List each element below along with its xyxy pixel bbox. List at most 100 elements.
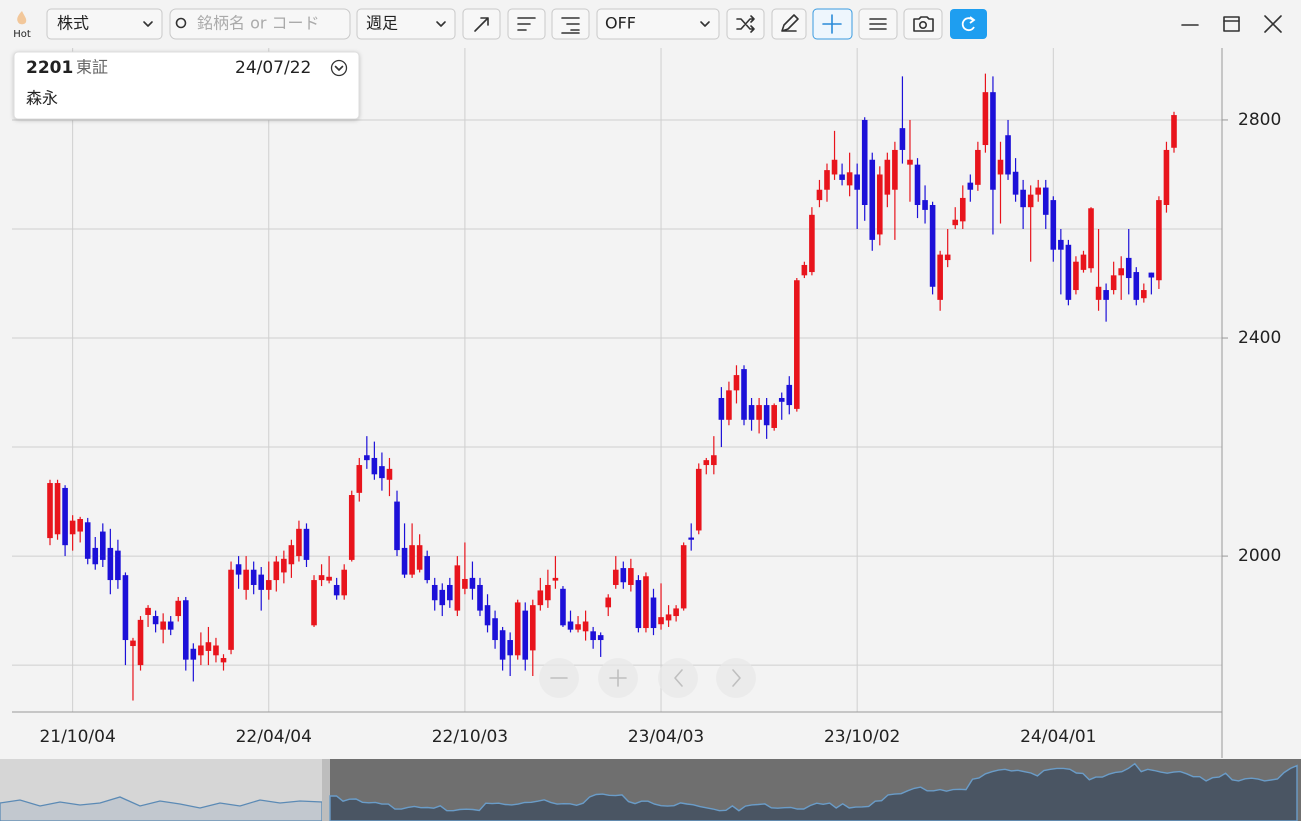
period-select[interactable] (356, 8, 456, 40)
candle-body (273, 561, 280, 581)
candle-body (220, 658, 227, 663)
candle-body (160, 621, 166, 630)
candle-body (944, 254, 951, 261)
candle-body (748, 405, 755, 420)
chevron (334, 65, 344, 71)
candle-body (137, 619, 144, 666)
candle-body (431, 584, 438, 601)
x-tick-label: 23/04/03 (628, 727, 704, 747)
info-box: 2201 東証 24/07/22 森永 (13, 51, 360, 120)
toolbar: Hot 株式 銘柄名 or コード 週足 OFF (13, 8, 1282, 40)
candle-body (84, 522, 91, 559)
expand-button[interactable] (330, 59, 348, 77)
candle-body (778, 397, 785, 402)
candle-body (454, 565, 461, 611)
stock-code: 2201 (26, 58, 73, 78)
candle-body (250, 569, 257, 585)
candle-body (296, 528, 302, 557)
candle-body (997, 159, 1004, 175)
x-tick-label: 22/04/04 (236, 727, 312, 747)
candle-body (567, 621, 574, 630)
navigator-area (329, 762, 1298, 821)
candle-body (892, 149, 898, 190)
maximize-button[interactable] (1223, 16, 1240, 32)
candle-body (1110, 275, 1117, 291)
candle-body (884, 159, 891, 195)
candle-body (590, 631, 596, 641)
candle-body (1095, 286, 1102, 300)
candle-body (484, 605, 491, 626)
navigator-history (0, 796, 323, 821)
candle-body (620, 568, 627, 583)
candle-body (499, 630, 506, 660)
y-tick-label: 2800 (1238, 110, 1281, 130)
plus-icon (609, 669, 627, 687)
refresh-arrow (969, 16, 976, 24)
candle-body (348, 495, 355, 560)
market-select[interactable] (46, 8, 163, 40)
candle-body (801, 264, 808, 276)
candle-body (386, 468, 393, 480)
candle-body (937, 254, 943, 300)
candle-body (839, 174, 845, 180)
candle-body (265, 580, 272, 590)
candle-body (47, 483, 53, 539)
y-tick-label: 2000 (1238, 546, 1281, 566)
align-icon (561, 17, 580, 34)
candle-body (439, 589, 446, 606)
candle-body (658, 617, 664, 625)
candle-body (1027, 194, 1034, 208)
candle-body (469, 577, 476, 589)
overlay-select[interactable] (596, 8, 720, 40)
candle-body (861, 119, 868, 206)
candle-body (69, 520, 76, 535)
plot-area: 2000 2400 2800 21/10/04 22/04/04 22/10/03 23/0… (12, 48, 1281, 747)
candle-body (288, 545, 295, 565)
candle-body (854, 174, 860, 190)
candle-body (371, 457, 378, 475)
candle-body (552, 577, 559, 581)
candle-body (967, 182, 974, 190)
candle-body (416, 545, 423, 570)
candle-body (816, 189, 823, 201)
navigator (0, 759, 1301, 821)
candle-body (741, 369, 747, 420)
scroll-right-button[interactable] (716, 658, 756, 698)
close-button[interactable] (1264, 15, 1282, 33)
candle-body (529, 605, 536, 651)
period-text: 週足 (366, 14, 398, 33)
x-tick-label: 24/04/01 (1020, 727, 1096, 747)
trend-icon (474, 17, 489, 32)
candle-body (914, 164, 921, 206)
candle-body (115, 550, 121, 581)
camera-button[interactable] (903, 8, 943, 40)
shuffle-icon (736, 15, 755, 33)
candle-body (1125, 257, 1132, 279)
refresh-button[interactable] (950, 9, 987, 39)
draw-button[interactable] (771, 8, 807, 40)
candle-body (756, 405, 762, 420)
candle-body (537, 590, 544, 606)
candle-body (1156, 200, 1162, 281)
candle-body (258, 574, 265, 590)
candle-body (243, 569, 249, 590)
candle-body (167, 621, 174, 630)
candle-body (1012, 171, 1019, 195)
overlay-text: OFF (605, 14, 636, 33)
search-box[interactable] (169, 8, 351, 40)
candle-body (409, 545, 415, 575)
candle-body (190, 648, 197, 660)
candle-body (809, 214, 815, 273)
navigator-handle[interactable] (322, 759, 330, 821)
candle-body (205, 642, 212, 651)
candle-body (718, 397, 725, 420)
y-tick-label: 2400 (1238, 328, 1281, 348)
candle-body (379, 466, 385, 479)
candle-body (228, 569, 234, 650)
hot-icon[interactable] (17, 11, 27, 25)
candle-body (695, 468, 702, 531)
candle-body (175, 600, 182, 617)
scroll-left-button[interactable] (658, 658, 698, 698)
chevron (436, 21, 446, 27)
